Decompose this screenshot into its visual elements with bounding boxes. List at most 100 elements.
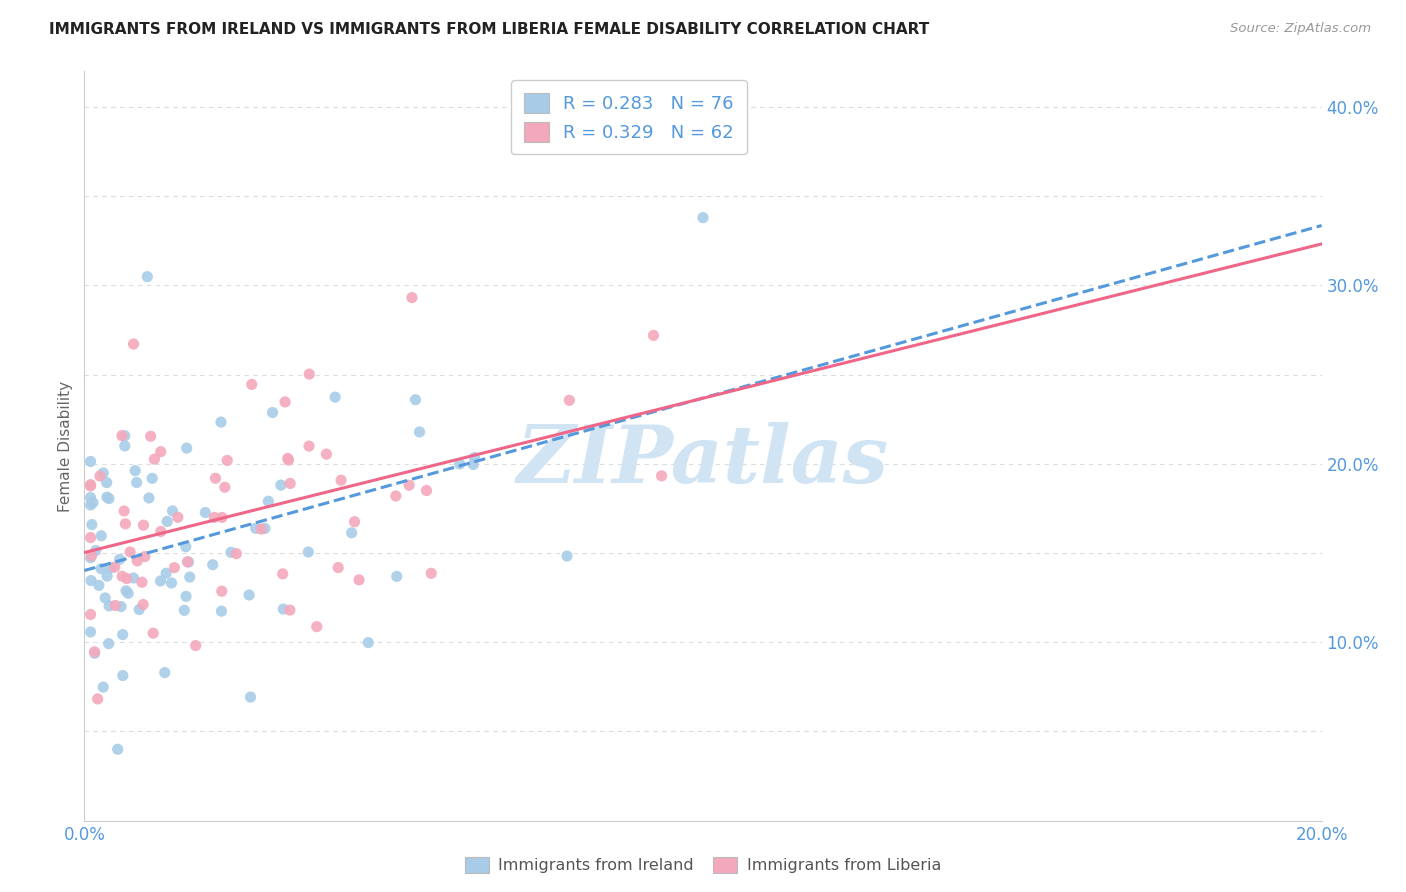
Point	[651, 468, 673, 483]
Point	[124, 464, 146, 478]
Point	[79, 477, 101, 491]
Point	[111, 428, 134, 442]
Point	[385, 489, 408, 503]
Point	[201, 558, 224, 572]
Point	[117, 586, 139, 600]
Point	[96, 569, 118, 583]
Point	[111, 569, 134, 583]
Point	[449, 457, 471, 471]
Point	[408, 425, 430, 439]
Point	[143, 452, 166, 467]
Point	[125, 475, 148, 490]
Text: Source: ZipAtlas.com: Source: ZipAtlas.com	[1230, 22, 1371, 36]
Point	[128, 602, 150, 616]
Point	[107, 742, 129, 756]
Point	[82, 495, 104, 509]
Point	[156, 515, 179, 529]
Point	[555, 549, 578, 563]
Point	[463, 458, 485, 472]
Point	[160, 576, 183, 591]
Point	[277, 453, 299, 467]
Point	[84, 543, 107, 558]
Point	[79, 491, 101, 505]
Point	[138, 491, 160, 505]
Point	[153, 665, 176, 680]
Point	[211, 510, 233, 524]
Point	[217, 453, 239, 467]
Point	[83, 645, 105, 659]
Point	[211, 584, 233, 599]
Point	[202, 510, 225, 524]
Point	[80, 574, 103, 588]
Point	[415, 483, 437, 498]
Point	[298, 367, 321, 381]
Point	[104, 599, 127, 613]
Point	[108, 552, 131, 566]
Point	[347, 573, 370, 587]
Point	[398, 478, 420, 492]
Point	[340, 525, 363, 540]
Point	[323, 390, 346, 404]
Point	[253, 521, 276, 535]
Point	[90, 562, 112, 576]
Point	[96, 475, 118, 490]
Point	[134, 549, 156, 564]
Point	[80, 549, 103, 563]
Point	[114, 516, 136, 531]
Point	[343, 515, 366, 529]
Point	[401, 291, 423, 305]
Point	[122, 571, 145, 585]
Point	[79, 531, 101, 545]
Point	[328, 560, 350, 574]
Point	[96, 490, 118, 504]
Point	[184, 639, 207, 653]
Point	[120, 545, 142, 559]
Point	[149, 524, 172, 539]
Point	[257, 494, 280, 508]
Point	[274, 395, 297, 409]
Text: ZIPatlas: ZIPatlas	[517, 422, 889, 500]
Point	[79, 607, 101, 622]
Point	[277, 451, 299, 466]
Point	[132, 518, 155, 533]
Point	[115, 572, 138, 586]
Point	[219, 545, 242, 559]
Point	[111, 668, 134, 682]
Point	[177, 555, 200, 569]
Y-axis label: Female Disability: Female Disability	[58, 380, 73, 512]
Point	[176, 555, 198, 569]
Point	[90, 529, 112, 543]
Point	[176, 441, 198, 455]
Point	[79, 498, 101, 512]
Point	[166, 510, 188, 524]
Point	[163, 560, 186, 574]
Point	[80, 517, 103, 532]
Point	[214, 480, 236, 494]
Point	[139, 429, 162, 443]
Point	[225, 547, 247, 561]
Point	[91, 680, 114, 694]
Point	[315, 447, 337, 461]
Point	[240, 377, 263, 392]
Point	[239, 690, 262, 704]
Point	[305, 620, 328, 634]
Point	[643, 328, 665, 343]
Point	[149, 574, 172, 588]
Text: IMMIGRANTS FROM IRELAND VS IMMIGRANTS FROM LIBERIA FEMALE DISABILITY CORRELATION: IMMIGRANTS FROM IRELAND VS IMMIGRANTS FR…	[49, 22, 929, 37]
Point	[174, 590, 197, 604]
Point	[558, 393, 581, 408]
Point	[79, 550, 101, 565]
Point	[270, 478, 292, 492]
Point	[114, 429, 136, 443]
Point	[405, 392, 427, 407]
Point	[420, 566, 443, 581]
Point	[278, 476, 301, 491]
Point	[271, 602, 294, 616]
Point	[122, 337, 145, 351]
Point	[104, 560, 127, 574]
Point	[692, 211, 714, 225]
Point	[100, 561, 122, 575]
Point	[142, 626, 165, 640]
Point	[209, 415, 232, 429]
Point	[149, 444, 172, 458]
